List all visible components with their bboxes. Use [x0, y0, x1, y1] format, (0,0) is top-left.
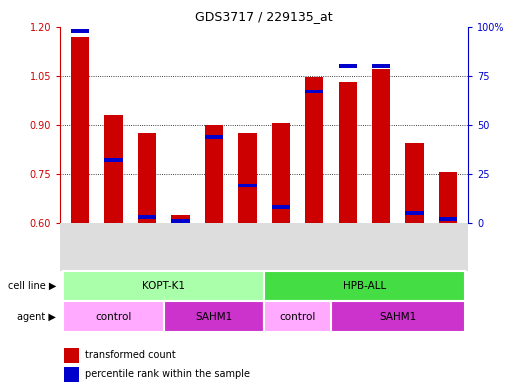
Bar [331, 301, 465, 332]
Bar [172, 215, 190, 223]
Bar [64, 348, 78, 363]
Bar [439, 217, 457, 221]
Text: transformed count: transformed count [85, 350, 175, 360]
Bar [338, 64, 357, 68]
Text: KOPT-K1: KOPT-K1 [142, 281, 185, 291]
Bar [405, 143, 424, 223]
Text: cell line ▶: cell line ▶ [8, 281, 56, 291]
Bar [63, 301, 164, 332]
Text: SAHM1: SAHM1 [379, 312, 416, 322]
Bar [264, 271, 465, 301]
Bar [172, 219, 190, 223]
Text: SAHM1: SAHM1 [195, 312, 233, 322]
Bar [138, 133, 156, 223]
Bar [372, 64, 390, 68]
Text: control: control [279, 312, 316, 322]
Bar [71, 29, 89, 33]
Text: percentile rank within the sample: percentile rank within the sample [85, 369, 249, 379]
Bar [238, 184, 257, 187]
Bar [264, 301, 331, 332]
Text: agent ▶: agent ▶ [17, 312, 56, 322]
Text: control: control [96, 312, 132, 322]
Bar [305, 78, 323, 223]
Bar [205, 134, 223, 139]
Text: HPB-ALL: HPB-ALL [343, 281, 386, 291]
Bar [138, 215, 156, 219]
Bar [63, 271, 264, 301]
Bar [405, 211, 424, 215]
Bar [271, 123, 290, 223]
Bar [71, 37, 89, 223]
Bar [164, 301, 264, 332]
Bar [64, 367, 78, 382]
Bar [338, 82, 357, 223]
Bar [105, 158, 123, 162]
Text: GDS3717 / 229135_at: GDS3717 / 229135_at [195, 10, 333, 23]
Bar [439, 172, 457, 223]
Bar [271, 205, 290, 209]
Bar [372, 69, 390, 223]
Bar [238, 133, 257, 223]
Bar [305, 89, 323, 93]
Bar [205, 125, 223, 223]
Bar [105, 115, 123, 223]
